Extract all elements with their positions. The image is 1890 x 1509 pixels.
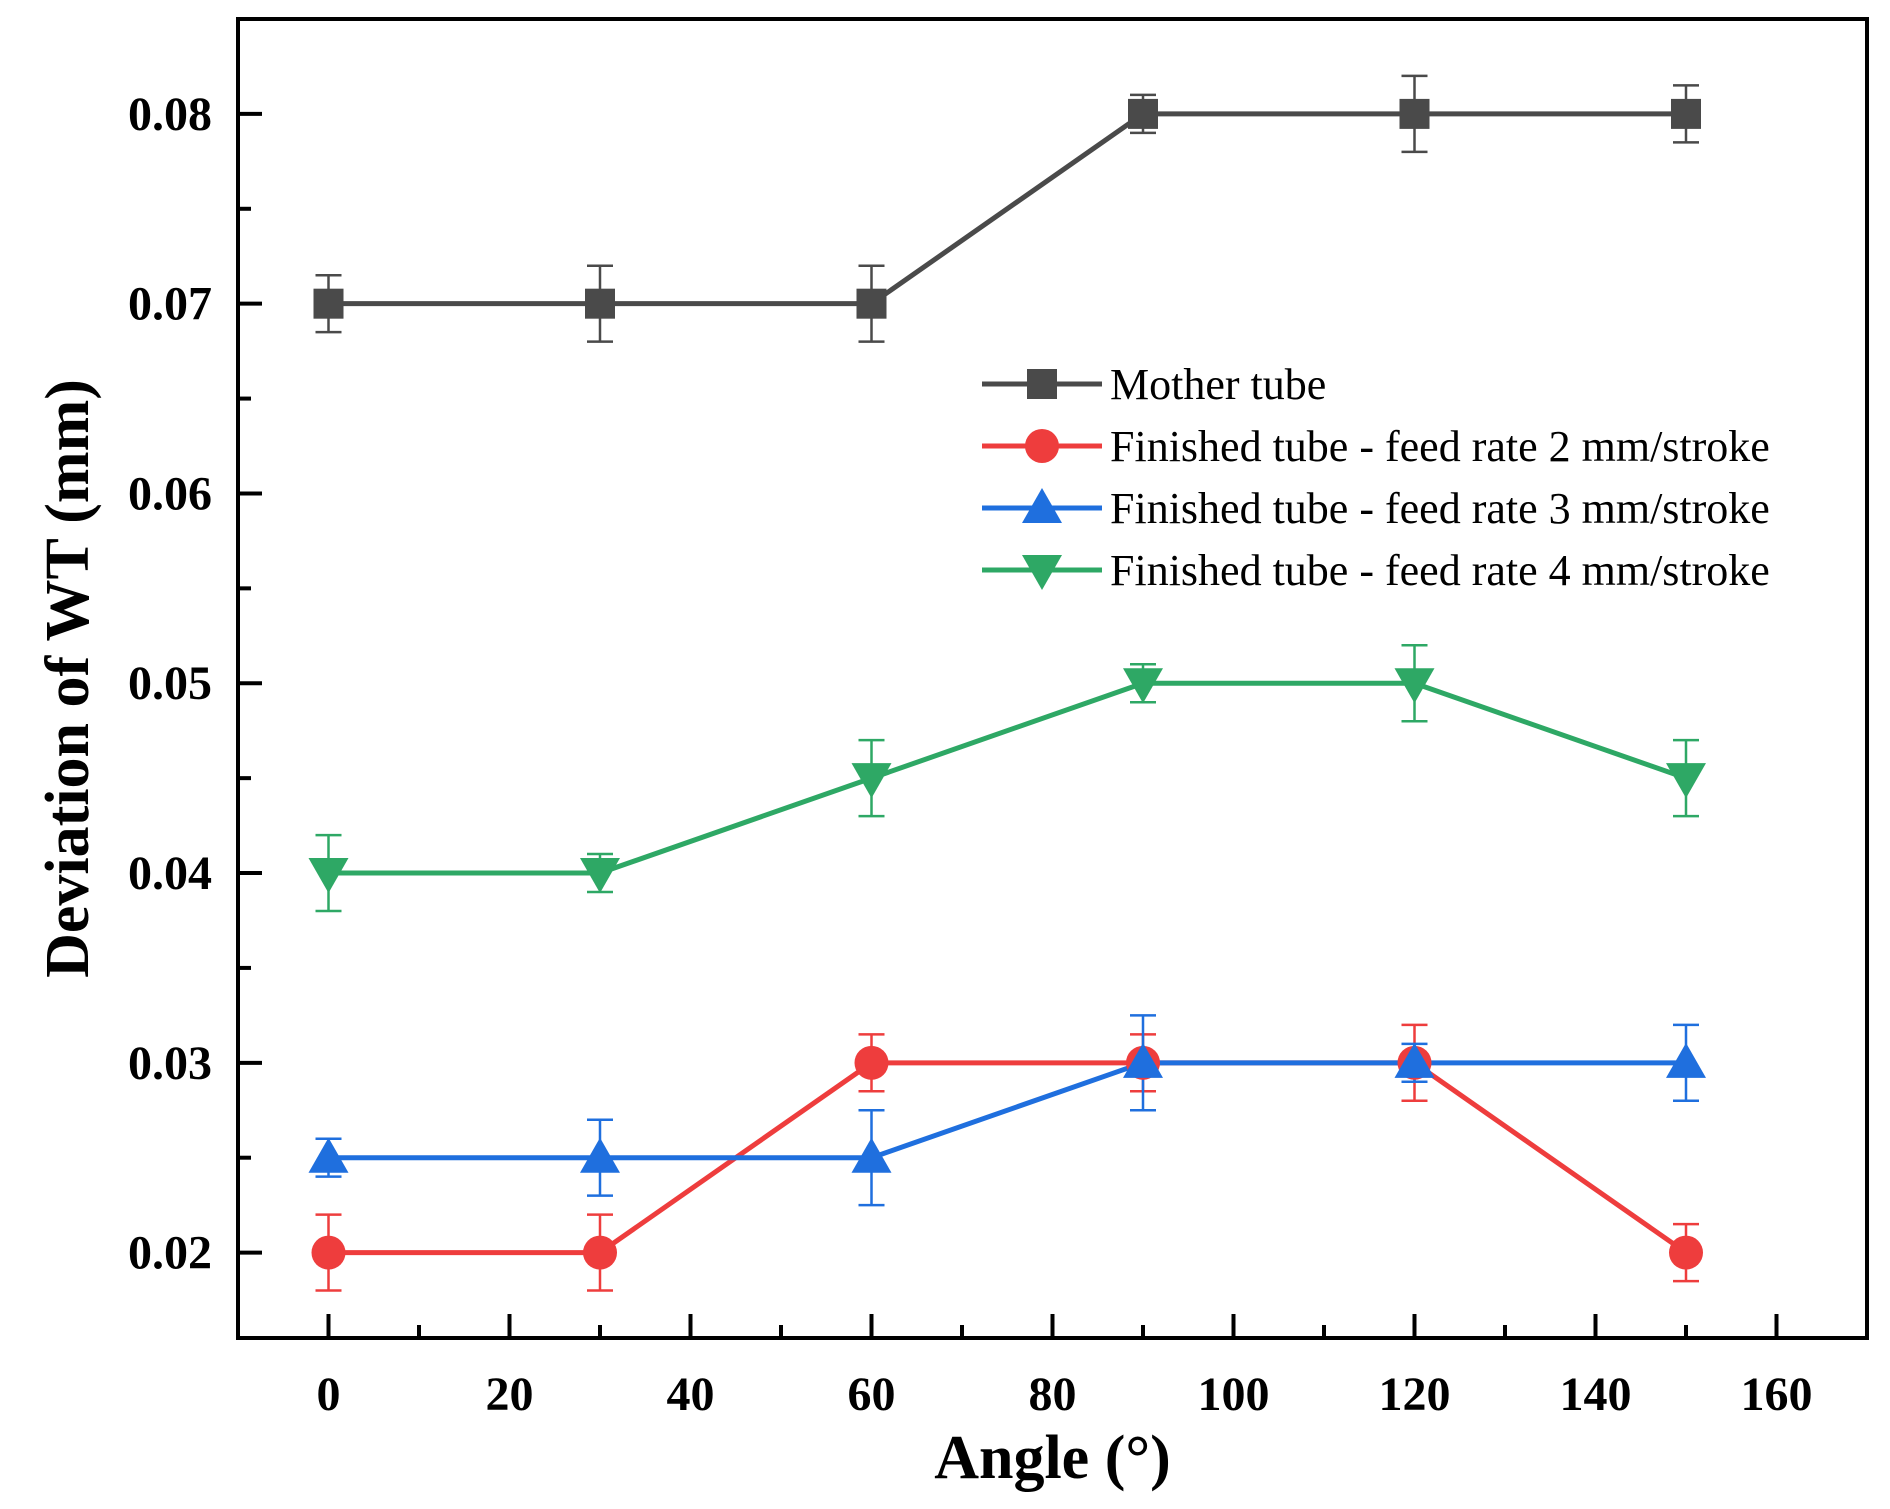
x-tick-label: 40 (667, 1368, 715, 1421)
y-axis: 0.02 0.03 0.04 0.05 0.06 0.07 0.08 (128, 88, 262, 1280)
x-tick-label: 0 (317, 1368, 341, 1421)
plot-frame (236, 17, 1869, 1340)
data-point-square (313, 288, 344, 319)
legend-label: Finished tube - feed rate 2 mm/stroke (1110, 422, 1770, 471)
y-tick-label: 0.08 (128, 88, 212, 141)
data-point-square (585, 288, 615, 319)
data-point-circle (854, 1045, 889, 1080)
legend-label: Finished tube - feed rate 3 mm/stroke (1110, 484, 1770, 533)
data-point-square (1399, 98, 1430, 129)
y-tick-label: 0.07 (128, 278, 212, 331)
data-point-triangle-up (1666, 1042, 1706, 1078)
x-tick-label: 120 (1379, 1368, 1451, 1421)
x-axis: 0 20 40 60 80 100 120 140 160 (317, 1314, 1813, 1421)
series-line-1 (328, 111, 1686, 307)
data-point-square (1671, 98, 1701, 129)
legend: Mother tube Finished tube - feed rate 2 m… (982, 360, 1770, 595)
data-point-circle (583, 1235, 617, 1270)
data-point-triangle-down (1123, 668, 1163, 704)
legend-marker-circle (1025, 429, 1059, 463)
data-point-square (1128, 98, 1158, 129)
y-axis-title: Deviation of WT (mm) (34, 379, 102, 978)
x-tick-label: 20 (486, 1368, 534, 1421)
legend-marker-square (1027, 369, 1057, 399)
data-point-triangle-down (1666, 763, 1706, 799)
x-tick-label: 100 (1198, 1368, 1270, 1421)
x-axis-title: Angle (°) (934, 1424, 1171, 1492)
data-point-square (856, 288, 887, 319)
x-tick-label: 60 (848, 1368, 896, 1421)
data-point-triangle-down (851, 763, 892, 799)
data-point-triangle-up (1123, 1042, 1163, 1078)
data-point-triangle-down (308, 858, 349, 894)
data-point-triangle-down (580, 858, 620, 894)
legend-label: Finished tube - feed rate 4 mm/stroke (1110, 546, 1770, 595)
x-tick-label: 140 (1560, 1368, 1632, 1421)
series-line-3 (328, 1060, 1686, 1161)
data-point-triangle-up (1394, 1042, 1435, 1078)
data-point-triangle-down (1394, 668, 1435, 704)
y-tick-label: 0.06 (128, 467, 212, 520)
y-tick-label: 0.04 (128, 847, 212, 900)
data-point-circle (1669, 1235, 1703, 1270)
legend-label: Mother tube (1110, 360, 1326, 409)
data-point-circle (311, 1235, 346, 1270)
x-tick-label: 80 (1029, 1368, 1077, 1421)
series-markers (308, 98, 1706, 1270)
legend-marker-triangle-down (1022, 555, 1062, 590)
series-line-4 (328, 680, 1687, 876)
y-tick-label: 0.02 (128, 1227, 212, 1280)
series-lines (328, 111, 1688, 1256)
y-tick-label: 0.05 (128, 657, 212, 710)
data-point-triangle-up (851, 1137, 892, 1173)
legend-marker-triangle-up (1022, 488, 1062, 523)
data-point-triangle-up (580, 1137, 620, 1173)
y-tick-label: 0.03 (128, 1037, 212, 1090)
data-point-triangle-up (308, 1137, 349, 1173)
series-line-2 (328, 1060, 1688, 1256)
x-tick-label: 160 (1741, 1368, 1813, 1421)
